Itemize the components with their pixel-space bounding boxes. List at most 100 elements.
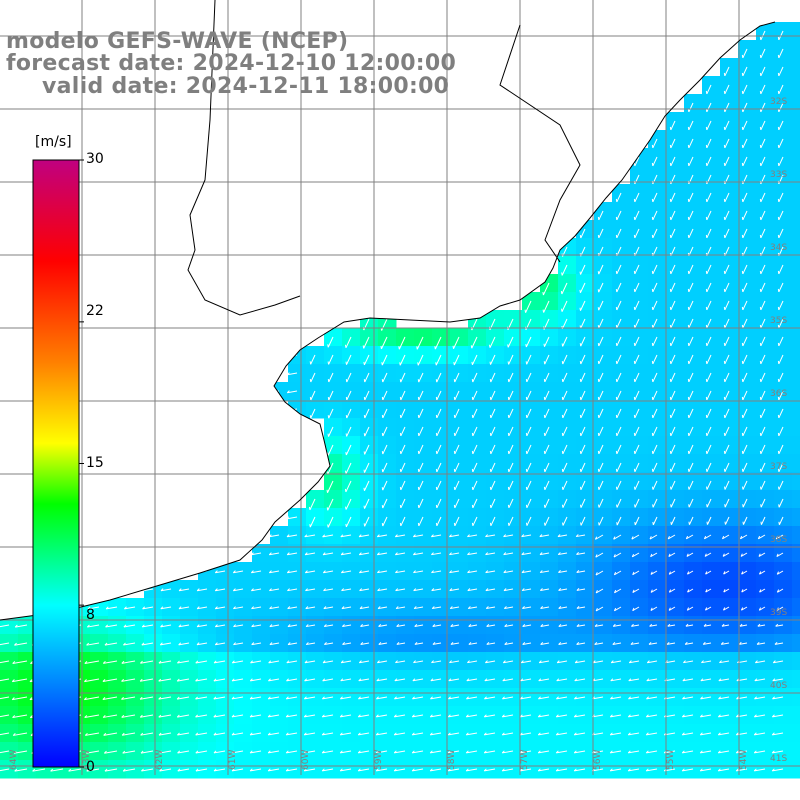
- wind-cell: [720, 616, 739, 635]
- wind-arrow-head: [468, 624, 472, 627]
- wind-arrow: [140, 714, 154, 718]
- wind-cell: [648, 760, 667, 779]
- wind-arrow-head: [465, 768, 469, 772]
- wind-cell: [558, 670, 577, 689]
- wind-arrow-head: [269, 642, 273, 645]
- wind-cell: [792, 238, 800, 257]
- wind-cell: [468, 562, 487, 581]
- wind-arrow: [484, 732, 496, 736]
- wind-cell: [252, 634, 271, 653]
- wind-cell: [108, 616, 127, 635]
- wind-arrow: [652, 408, 658, 419]
- wind-arrow: [724, 246, 730, 257]
- wind-arrow-head: [377, 606, 381, 609]
- wind-arrow: [742, 354, 748, 365]
- wind-cell: [702, 760, 721, 779]
- wind-arrow: [646, 714, 658, 718]
- wind-arrow: [382, 426, 388, 437]
- wind-arrow: [251, 570, 262, 574]
- wind-cell: [252, 652, 271, 671]
- wind-cell: [288, 526, 307, 545]
- wind-arrow-head: [503, 552, 507, 556]
- wind-arrow: [772, 732, 784, 736]
- wind-arrow-head: [339, 768, 343, 772]
- wind-arrow: [468, 642, 478, 645]
- wind-cell: [378, 616, 397, 635]
- wind-arrow: [472, 498, 478, 509]
- wind-arrow-head: [431, 570, 434, 574]
- wind-arrow: [760, 300, 766, 311]
- wind-arrow: [251, 606, 262, 610]
- wind-arrow-head: [467, 588, 471, 591]
- wind-arrow-head: [287, 606, 291, 609]
- wind-arrow: [706, 282, 712, 293]
- lat-label: 41S: [770, 754, 787, 764]
- wind-cell: [684, 742, 703, 761]
- wind-arrow: [232, 768, 244, 772]
- wind-cell: [234, 580, 253, 599]
- wind-arrow: [556, 696, 568, 700]
- wind-arrow: [268, 660, 280, 664]
- wind-arrow: [141, 642, 154, 646]
- colorbar-gradient: [32, 159, 80, 768]
- wind-cell: [324, 580, 343, 599]
- wind-arrow: [772, 750, 784, 754]
- wind-cell: [630, 760, 649, 779]
- wind-cell: [414, 634, 433, 653]
- wind-arrow-head: [323, 624, 327, 627]
- wind-cell: [108, 652, 127, 671]
- wind-arrow: [466, 714, 478, 718]
- wind-arrow-head: [504, 642, 508, 645]
- wind-arrow-head: [594, 642, 598, 645]
- wind-arrow: [616, 516, 622, 526]
- lon-label: 58W: [447, 750, 457, 770]
- wind-arrow: [304, 750, 316, 754]
- wind-arrow: [0, 750, 10, 754]
- wind-arrow: [468, 606, 478, 610]
- wind-arrow: [382, 480, 388, 491]
- wind-cell: [90, 760, 109, 779]
- wind-arrow-head: [627, 714, 631, 718]
- wind-cell: [108, 706, 127, 725]
- wind-cell: [90, 706, 109, 725]
- wind-cell: [540, 652, 559, 671]
- colorbar-unit-label: [m/s]: [35, 134, 72, 150]
- wind-cell: [774, 616, 793, 635]
- wind-arrow: [287, 390, 298, 394]
- wind-arrow: [376, 678, 388, 682]
- wind-arrow: [0, 696, 10, 700]
- wind-arrow-head: [735, 750, 739, 754]
- wind-arrow: [760, 138, 766, 149]
- wind-cell: [198, 598, 217, 617]
- wind-arrow-head: [576, 570, 580, 573]
- wind-cell: [234, 652, 253, 671]
- wind-arrow-head: [485, 534, 488, 538]
- wind-cell: [756, 598, 775, 617]
- wind-arrow-head: [776, 553, 779, 557]
- wind-cell: [0, 616, 19, 635]
- wind-arrow: [520, 750, 532, 754]
- wind-cell: [450, 598, 469, 617]
- wind-arrow: [634, 156, 640, 167]
- wind-arrow-head: [413, 660, 416, 664]
- wind-arrow: [598, 372, 604, 383]
- wind-arrow: [773, 660, 784, 664]
- wind-arrow-head: [646, 660, 650, 664]
- wind-arrow-head: [413, 606, 417, 609]
- wind-arrow: [576, 624, 586, 627]
- colorbar-tick-label: 8: [86, 607, 95, 623]
- wind-arrow: [688, 300, 694, 311]
- wind-arrow-head: [723, 589, 726, 593]
- wind-arrow: [700, 696, 712, 700]
- wind-arrow-head: [774, 641, 778, 645]
- wind-arrow: [323, 552, 334, 556]
- wind-arrow: [760, 516, 766, 525]
- wind-arrow-head: [214, 570, 218, 574]
- wind-arrow-head: [139, 714, 143, 718]
- wind-arrow: [742, 138, 748, 149]
- wind-arrow: [634, 210, 640, 221]
- wind-arrow-head: [519, 750, 523, 754]
- wind-cell: [0, 688, 19, 707]
- wind-cell: [324, 526, 343, 545]
- wind-arrow: [520, 768, 532, 772]
